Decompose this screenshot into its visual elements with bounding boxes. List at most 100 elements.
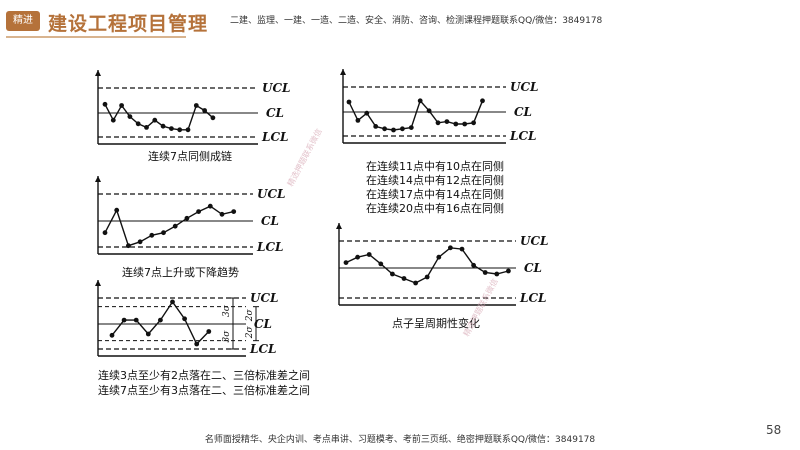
y-axis-arrow [340,69,346,75]
data-point-3 [125,243,131,249]
data-point-1 [109,332,115,338]
data-point-13 [453,121,459,127]
data-point-3 [364,110,370,116]
data-point-1 [102,230,108,236]
y-axis-arrow [336,223,342,229]
data-point-10 [177,127,183,133]
caption-line-2: 连续7点至少有3点落在二、三倍标准差之间 [98,383,310,397]
page-title: 建设工程项目管理 [48,13,209,35]
data-point-7 [400,126,405,132]
data-point-6 [144,125,149,130]
data-point-4 [145,331,151,337]
page-number: 58 [766,423,782,437]
cl-label: CL [514,105,532,119]
data-point-10 [426,108,432,114]
data-point-10 [448,245,453,251]
data-point-12 [193,103,199,108]
data-point-9 [169,126,174,131]
brand-badge: 精进 [6,11,40,31]
footer-contact-note: 名师面授精华、央企内训、考点串讲、习题模考、考前三页纸、绝密押题联系QQ/微信：… [204,435,596,445]
data-point-13 [202,108,208,113]
y-axis-arrow [95,280,101,286]
data-point-4 [127,114,133,119]
ucl-label: UCL [510,80,538,94]
lcl-label: LCL [509,129,536,143]
data-point-8 [184,215,190,221]
lcl-label: LCL [519,291,546,305]
data-point-2 [110,117,116,123]
data-point-5 [158,317,163,323]
data-point-9 [196,209,202,215]
lcl-label: LCL [261,130,288,144]
data-point-7 [172,223,178,229]
y-axis-arrow [95,176,101,182]
title-underline [6,36,186,38]
cl-label: CL [261,214,279,228]
data-point-4 [373,124,379,129]
data-point-7 [182,316,188,322]
data-point-1 [343,260,349,265]
three-sigma-label-upper: 3σ [222,304,232,317]
data-point-5 [382,126,387,132]
data-point-12 [231,209,237,215]
control-chart-trend: UCL CL LCL 连续7点上升或下降趋势 [95,176,285,279]
data-point-11 [219,211,225,217]
data-point-3 [119,103,124,108]
data-point-15 [506,268,511,274]
data-line [111,300,210,346]
data-point-2 [355,118,361,123]
data-point-8 [424,274,430,280]
control-chart-run-same-side: UCL CL LCL 连续7点同侧成链 [95,70,290,163]
data-point-6 [161,230,166,236]
data-point-15 [471,120,476,126]
caption-line-1: 点子呈周期性变化 [392,316,480,330]
data-point-5 [390,271,395,277]
control-chart-majority-same-side: UCL CL LCL 在连续11点中有10点在同侧在连续14点中有12点在同侧在连续1… [340,69,538,215]
two-sigma-label-upper: 2σ [245,309,255,323]
data-point-13 [482,270,488,275]
data-point-8 [194,341,200,347]
data-point-9 [436,254,442,260]
data-point-2 [114,207,120,213]
caption-line-1: 在连续11点中有10点在同侧 [366,159,504,173]
caption-line-4: 在连续20点中有16点在同侧 [366,201,504,215]
header: 精进 建设工程项目管理 二建、监理、一建、一造、二造、安全、消防、咨询、检测课程… [0,0,800,44]
control-chart-sigma-bands: UCL CL LCL 3σ 3σ 2σ 2σ 连续3点至少有2点落在二、三倍标准差之间连续7点… [95,280,310,397]
ucl-label: UCL [520,234,548,248]
caption-line-1: 连续7点上升或下降趋势 [122,265,239,279]
data-point-5 [135,121,141,127]
three-sigma-label-lower: 3σ [222,330,232,343]
data-point-14 [210,115,216,121]
data-point-4 [137,239,143,245]
data-point-2 [121,317,127,323]
data-point-6 [401,276,407,281]
data-point-7 [413,280,418,286]
data-point-9 [417,98,423,104]
ucl-label: UCL [262,81,290,95]
header-contact-note: 二建、监理、一建、一造、二造、安全、消防、咨询、检测课程押题联系QQ/微信：38… [230,16,603,26]
data-point-11 [185,127,191,133]
data-point-7 [152,117,158,123]
data-point-11 [435,120,441,126]
cl-label: CL [266,106,284,120]
cl-label: CL [254,317,272,331]
data-point-8 [160,123,166,129]
data-point-1 [102,101,108,107]
data-point-11 [459,246,465,252]
data-point-10 [207,203,213,209]
ucl-label: UCL [250,291,278,305]
data-point-12 [444,119,450,124]
caption-line-1: 连续7点同侧成链 [148,149,232,163]
lcl-label: LCL [256,240,283,254]
data-point-3 [133,317,139,323]
data-point-16 [480,98,485,104]
data-point-6 [391,127,396,133]
caption-line-1: 连续3点至少有2点落在二、三倍标准差之间 [98,368,310,382]
data-point-6 [170,299,175,305]
two-sigma-label-lower: 2σ [245,326,255,340]
data-point-9 [206,329,212,334]
data-point-1 [346,99,352,105]
lcl-label: LCL [249,342,276,356]
